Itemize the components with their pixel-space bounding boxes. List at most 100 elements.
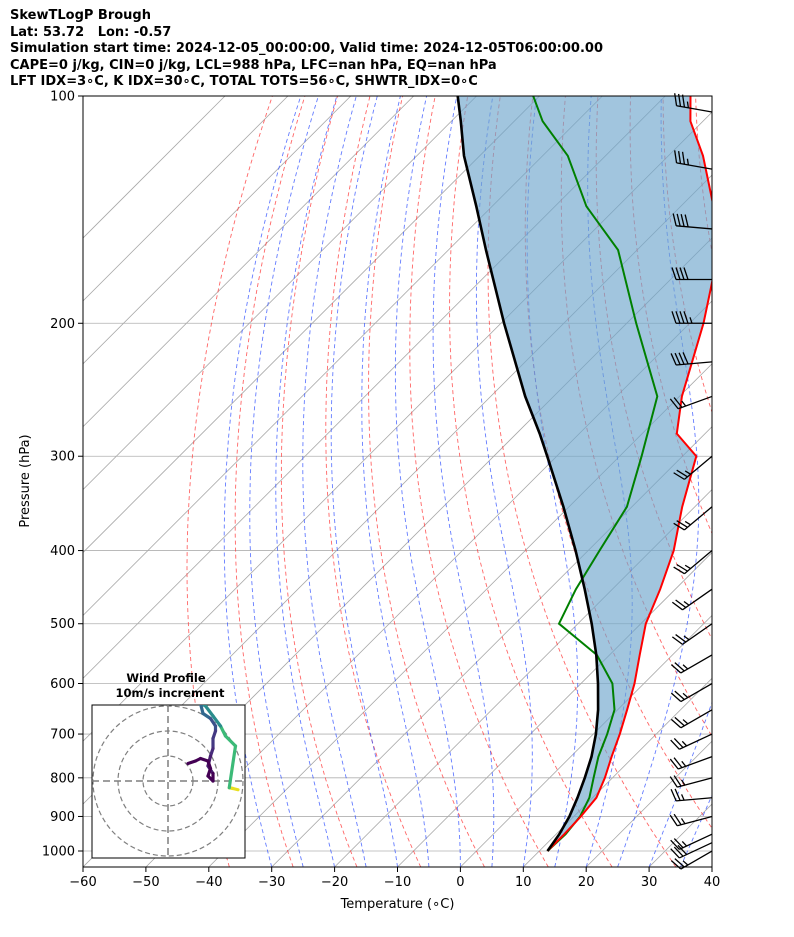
dry-adiabat-line [234,96,306,867]
hodograph-segment [186,759,198,766]
y-tick-label: 1000 [42,845,75,860]
hodograph-segment [199,705,205,716]
wind-barb [669,756,713,770]
x-tick-label: 20 [578,875,595,890]
wind-barb-feather [670,848,680,859]
wind-barb [669,775,713,788]
hodograph-segment [218,724,228,738]
chart-title-block: SkewTLogP Brough Lat: 53.72 Lon: -0.57 S… [10,8,603,91]
wind-barb [670,733,713,750]
wind-barb-feather [669,398,679,410]
isotherm-line [83,96,289,302]
wind-barb-feather [671,636,683,645]
wind-barb-shaft [682,623,713,645]
wind-barb [669,813,713,827]
wind-barb-half-feather [689,317,693,324]
wind-barb-feather [674,858,685,868]
wind-barb-half-feather [680,818,686,825]
wind-barb [669,395,713,410]
wind-barb-shaft [677,756,713,770]
wind-barb-feather [669,758,679,770]
wind-barb-half-feather [684,520,691,526]
x-tick-label: −30 [258,875,285,890]
wind-barb-feather [674,93,678,106]
moist-adiabat-line [302,96,367,867]
moist-adiabat-line [394,96,461,867]
wind-barb-feather [674,150,678,164]
wind-barb [670,833,713,850]
wind-barb-feather [673,397,683,408]
wind-profile-inset: Wind Profile 10m/s increment [91,671,246,859]
isotherm-line [83,96,226,239]
wind-barb-feather [676,520,688,528]
x-tick-label: −50 [132,875,159,890]
x-tick-label: 30 [641,875,658,890]
wind-barb-feather [670,739,680,750]
moist-adiabat-line [275,96,338,867]
isotherm-line [83,96,603,616]
wind-barb-feather [673,472,685,480]
wind-barb [670,842,713,859]
wind-barb-feather [673,757,683,769]
profile-lines [456,96,712,852]
wind-barb-shaft [679,833,713,850]
moist-adiabat-line [680,794,712,867]
wind-barb-feather [674,716,685,727]
dry-adiabat-line [487,96,677,867]
wind-barb-shaft [679,842,713,859]
y-tick-label: 800 [50,771,75,786]
wind-barb [670,682,713,703]
hodograph-segment [227,744,238,790]
wind-barb-shaft [677,815,713,827]
dry-adiabat-line [728,96,794,867]
wind-barb-feather [670,353,677,366]
wind-barb [673,506,713,531]
wind-barb-feather [673,737,684,749]
wind-barb [673,455,713,480]
wind-barb-feather [674,690,685,700]
cape-area [457,96,712,851]
wind-barb-feather [673,838,684,849]
wind-barb-shaft [684,506,713,531]
wind-barb-feather [673,566,685,575]
wind-barb-feather [675,634,687,643]
wind-barb-half-feather [682,692,689,698]
moist-adiabat-line [223,96,302,867]
wind-barb-feather [671,267,677,280]
wind-barb-feather [684,214,689,228]
wind-barb-half-feather [686,101,690,108]
wind-barb-feather [679,311,685,324]
hodograph-segment [199,705,208,708]
wind-barb-half-feather [684,470,691,475]
wind-barb [670,850,713,870]
wind-barb-feather [672,213,677,226]
wind-barb-feather [683,267,689,280]
wind-barb-feather [673,522,685,531]
y-axis-ticks: 1000 900 800 700 600 500 400 300 200 100 [42,90,83,860]
wind-barb-feather [681,94,686,108]
chart-title-cape-indices: CAPE=0 j/kg, CIN=0 j/kg, LCL=988 hPa, LF… [10,57,497,73]
wind-barb-half-feather [686,158,690,166]
isotherm-line [523,677,712,867]
wind-barb-feather [680,214,685,227]
wind-barbs [669,93,713,870]
wind-barb-feather [670,664,682,674]
y-tick-label: 300 [50,450,75,465]
hodograph-segment [223,734,238,748]
wind-barb-feather [676,563,688,572]
moist-adiabat-line [432,96,495,867]
wind-barb-shaft [677,777,713,788]
wind-barb-shaft [680,709,713,729]
cape-shading [457,96,712,851]
hodograph-segment [211,714,223,728]
wind-barb-shaft [680,850,713,870]
wind-barb-half-feather [680,794,685,801]
wind-barb-feather [677,151,682,164]
wind-barb-shaft [676,162,713,170]
dry-adiabat-line [449,96,613,867]
isotherm-line [83,96,477,491]
wind-barb-feather [670,692,682,702]
isotherm-line [83,96,352,365]
wind-barb-feather [673,813,682,826]
